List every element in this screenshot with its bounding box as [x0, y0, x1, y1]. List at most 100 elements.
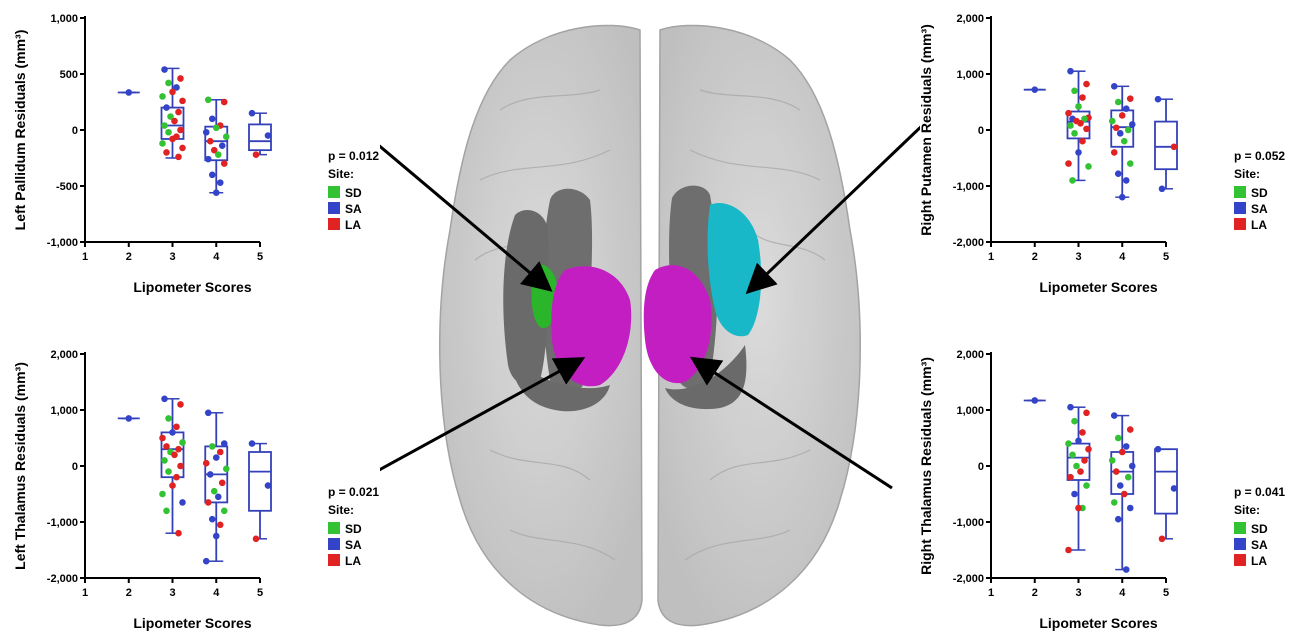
data-point — [202, 128, 210, 136]
data-point — [125, 89, 133, 96]
data-point — [1126, 95, 1134, 102]
data-point — [252, 151, 260, 158]
x-tick-label: 2 — [1032, 251, 1038, 263]
chart-left-pallidum: -1,000 -500 0 500 1,000 1 2 3 4 5 Lipometer Scores… — [0, 0, 400, 305]
y-tick-label: -1,000 — [953, 517, 984, 529]
legend-label-sa: SA — [1251, 202, 1268, 216]
data-point — [220, 160, 228, 167]
data-point — [252, 535, 260, 543]
data-point — [165, 468, 172, 475]
data-point — [1118, 448, 1126, 456]
data-point — [1069, 177, 1076, 184]
data-point — [1079, 94, 1086, 101]
x-tick-label: 3 — [1075, 251, 1081, 263]
data-point — [222, 133, 230, 141]
legend-swatch-sa — [328, 538, 340, 550]
data-point — [1065, 440, 1072, 447]
box — [248, 451, 272, 512]
data-point — [1114, 170, 1122, 177]
data-point — [220, 440, 228, 447]
data-point — [1124, 126, 1132, 134]
data-point — [264, 132, 272, 139]
data-point — [179, 499, 186, 506]
x-tick-label: 4 — [213, 251, 220, 263]
box-whisker — [1154, 98, 1178, 190]
data-point — [1069, 451, 1076, 459]
data-point — [1075, 437, 1082, 445]
chart-svg: -1,000 -500 0 500 1,000 1 2 3 4 5 Lipometer Scores… — [12, 13, 379, 295]
legend-label-la: LA — [345, 218, 361, 232]
right-lower — [665, 345, 747, 410]
data-point — [177, 401, 184, 408]
data-point — [1071, 417, 1078, 425]
data-point — [1071, 490, 1078, 498]
data-point — [175, 445, 182, 453]
legend-label-sa: SA — [345, 538, 362, 552]
data-point — [179, 97, 186, 105]
y-tick-label: 0 — [72, 125, 78, 137]
y-tick-label: 2,000 — [956, 349, 984, 361]
data-point — [1120, 137, 1128, 145]
data-point — [171, 117, 178, 125]
y-tick-label: 0 — [978, 461, 984, 473]
data-point — [1170, 485, 1178, 492]
data-point — [159, 140, 166, 147]
data-point — [161, 457, 168, 464]
chart-right-putamen: -2,000 -1,000 0 1,000 2,000 1 2 3 4 5 Lipometer Sc… — [906, 0, 1306, 305]
legend-label-sd: SD — [1251, 522, 1268, 536]
data-point — [1118, 193, 1126, 201]
legend-swatch-la — [328, 554, 340, 566]
legend-label-la: LA — [345, 554, 361, 568]
y-tick-label: 1,000 — [956, 69, 984, 81]
data-point — [1083, 125, 1090, 133]
data-point — [1081, 115, 1088, 123]
data-point — [1081, 457, 1088, 464]
chart-svg: -2,000 -1,000 0 1,000 2,000 1 2 3 4 5 Lipometer Sc… — [918, 349, 1285, 631]
x-axis-title: Lipometer Scores — [133, 615, 251, 631]
p-value: p = 0.052 — [1234, 149, 1285, 163]
y-tick-label: -1,000 — [47, 517, 78, 529]
data-point — [1110, 83, 1118, 90]
data-point — [208, 115, 216, 123]
data-point — [220, 98, 228, 106]
y-tick-label: 1,000 — [50, 405, 78, 417]
data-point — [165, 415, 172, 422]
data-point — [248, 440, 256, 447]
data-point — [1158, 185, 1166, 193]
data-point — [1122, 443, 1130, 450]
x-tick-label: 4 — [1119, 587, 1126, 599]
data-point — [1083, 80, 1090, 88]
data-point — [1154, 445, 1162, 453]
x-tick-label: 5 — [1163, 251, 1169, 263]
data-point — [222, 465, 230, 473]
y-tick-label: 2,000 — [956, 13, 984, 25]
data-point — [1158, 535, 1166, 543]
data-point — [1122, 566, 1130, 573]
y-tick-label: -1,000 — [47, 237, 78, 249]
data-point — [159, 434, 166, 442]
data-point — [1073, 462, 1080, 470]
data-point — [163, 443, 170, 450]
box — [248, 123, 272, 152]
data-point — [167, 113, 174, 120]
p-value: p = 0.041 — [1234, 485, 1285, 499]
data-point — [1108, 117, 1116, 125]
y-tick-label: 1,000 — [50, 13, 78, 25]
legend-swatch-sd — [1234, 522, 1246, 534]
data-point — [171, 451, 178, 459]
data-point — [1065, 160, 1072, 167]
data-point — [264, 482, 272, 489]
data-point — [1116, 482, 1124, 489]
data-point — [165, 128, 172, 136]
y-tick-label: -2,000 — [47, 573, 78, 585]
data-point — [1031, 397, 1039, 404]
legend-title: Site: — [1234, 167, 1260, 181]
y-tick-label: -1,000 — [953, 181, 984, 193]
data-point — [1114, 98, 1122, 106]
data-point — [169, 135, 176, 143]
x-tick-label: 5 — [257, 587, 263, 599]
data-point — [163, 507, 170, 515]
x-tick-label: 4 — [1119, 251, 1126, 263]
data-point — [1067, 122, 1074, 129]
y-tick-label: 0 — [72, 461, 78, 473]
